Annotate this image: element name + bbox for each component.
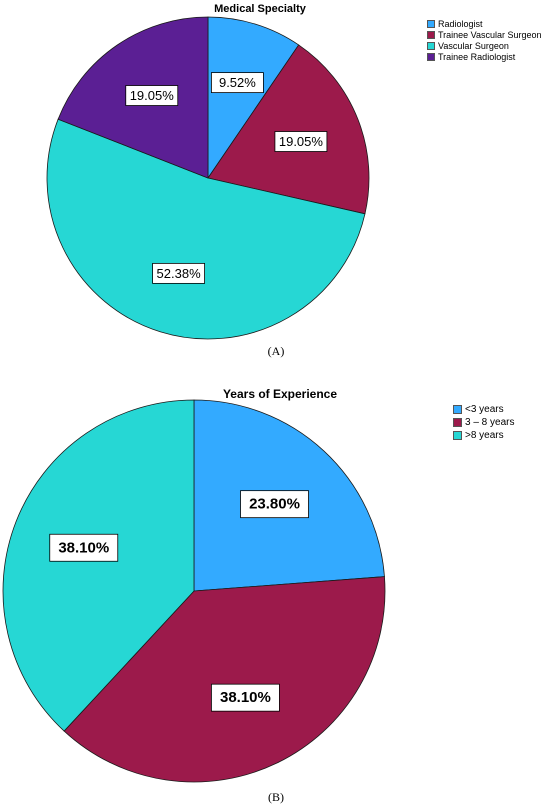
pie-chart-years-of-experience: 23.80% 38.10% 38.10% bbox=[0, 380, 550, 809]
legend-swatch bbox=[427, 41, 435, 50]
legend-item: Trainee Radiologist bbox=[427, 51, 542, 62]
legend-label: Vascular Surgeon bbox=[438, 40, 509, 51]
pie-slice-3-8-years bbox=[63, 576, 386, 783]
legend-item: >8 years bbox=[453, 429, 514, 442]
pie-slice-radiologist bbox=[207, 16, 300, 180]
slice-label-group: 19.05% bbox=[125, 85, 179, 106]
chart-title-years-of-experience: Years of Experience bbox=[222, 387, 338, 401]
slice-label-group: 23.80% bbox=[240, 490, 309, 519]
caption-a: (A) bbox=[267, 344, 285, 358]
legend-item: Trainee Vascular Surgeon bbox=[427, 29, 542, 40]
slice-value-label: 23.80% bbox=[249, 496, 300, 513]
legend-label: Radiologist bbox=[438, 18, 483, 29]
legend-swatch bbox=[453, 405, 462, 414]
slice-label-box bbox=[125, 85, 179, 106]
legend-swatch bbox=[427, 19, 435, 28]
legend-label: <3 years bbox=[465, 404, 504, 415]
legend-item: <3 years bbox=[453, 403, 514, 416]
slice-label-group: 9.52% bbox=[211, 72, 264, 94]
legend-item: Vascular Surgeon bbox=[427, 40, 542, 51]
legend-label: >8 years bbox=[465, 430, 504, 441]
caption-b: (B) bbox=[268, 790, 284, 804]
legend-label: 3 – 8 years bbox=[465, 417, 515, 428]
legend-item: 3 – 8 years bbox=[453, 416, 514, 429]
slice-value-label: 9.52% bbox=[219, 75, 256, 90]
slice-value-label: 38.10% bbox=[220, 689, 271, 706]
slice-label-group: 38.10% bbox=[49, 533, 119, 562]
chart-title-medical-specialty: Medical Specialty bbox=[214, 3, 306, 15]
pie-svg: 9.52% 19.05% 52.38% 19.05% bbox=[46, 16, 370, 340]
pie-slice-vascular-surgeon bbox=[46, 118, 366, 340]
pie-svg: 23.80% 38.10% 38.10% bbox=[2, 399, 386, 783]
legend-years-of-experience: <3 years 3 – 8 years >8 years bbox=[453, 403, 514, 442]
pie-chart-medical-specialty: 9.52% 19.05% 52.38% 19.05% bbox=[0, 0, 550, 360]
legend-medical-specialty: Radiologist Trainee Vascular Surgeon Vascu… bbox=[427, 18, 542, 62]
slice-value-label: 38.10% bbox=[58, 539, 109, 556]
slice-label-box bbox=[211, 72, 264, 94]
legend-swatch bbox=[427, 30, 435, 39]
slice-label-box bbox=[274, 131, 328, 152]
legend-item: Radiologist bbox=[427, 18, 542, 29]
slice-label-box bbox=[152, 262, 205, 284]
pie-slice-trainee-vascular-surgeon bbox=[207, 44, 370, 215]
pie-slice-8-years bbox=[2, 399, 195, 732]
slice-label-group: 38.10% bbox=[211, 683, 280, 712]
legend-label: Trainee Vascular Surgeon bbox=[438, 29, 542, 40]
slice-label-box bbox=[240, 490, 309, 519]
legend-swatch bbox=[427, 52, 435, 61]
slice-value-label: 19.05% bbox=[279, 134, 324, 149]
slice-label-box bbox=[211, 683, 280, 712]
legend-swatch bbox=[453, 418, 462, 427]
slice-label-box bbox=[49, 533, 119, 562]
slice-label-group: 52.38% bbox=[152, 262, 205, 284]
slice-value-label: 19.05% bbox=[130, 88, 175, 103]
legend-swatch bbox=[453, 431, 462, 440]
slice-value-label: 52.38% bbox=[157, 266, 202, 281]
slice-label-group: 19.05% bbox=[274, 131, 328, 152]
legend-label: Trainee Radiologist bbox=[438, 51, 516, 62]
